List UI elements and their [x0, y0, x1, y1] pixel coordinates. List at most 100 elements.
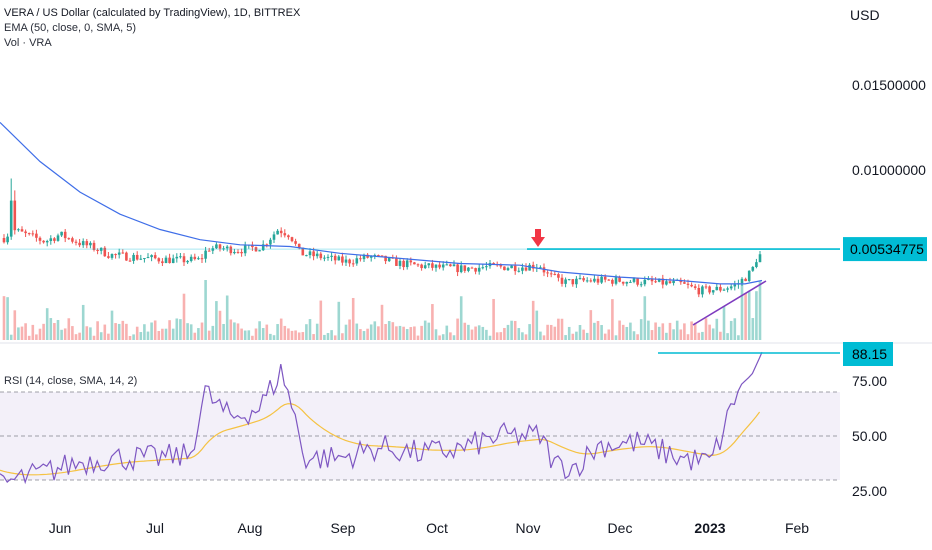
candle-body	[524, 267, 528, 271]
candle-body	[53, 238, 56, 241]
volume-bar	[20, 326, 24, 340]
candle-body	[207, 250, 211, 252]
volume-bar	[672, 329, 675, 340]
candle-body	[668, 281, 672, 284]
candle-body	[521, 267, 524, 271]
time-tick-label: Dec	[608, 520, 633, 536]
candle-body	[189, 256, 193, 261]
candle-body	[132, 254, 135, 261]
volume-bar	[60, 329, 63, 340]
volume-bar	[175, 318, 179, 340]
time-tick-label: Nov	[516, 520, 541, 536]
candle-body	[319, 253, 323, 259]
volume-bar	[218, 310, 222, 340]
candle-body	[193, 256, 197, 260]
volume-bar	[470, 329, 474, 340]
volume-bar	[647, 320, 650, 340]
candle-body	[279, 230, 283, 234]
candle-body	[164, 257, 168, 264]
volume-bar	[204, 280, 207, 340]
volume-bar	[207, 330, 211, 340]
candle-body	[308, 251, 312, 256]
volume-bar	[387, 321, 391, 340]
volume-bar	[729, 320, 733, 340]
volume-bar	[611, 299, 614, 340]
current-price-box	[843, 237, 927, 262]
volume-bar	[27, 335, 31, 340]
volume-bar	[639, 319, 643, 340]
candle-body	[182, 256, 186, 263]
volume-bar	[701, 331, 704, 340]
candle-body	[240, 251, 243, 254]
volume-bar	[582, 329, 585, 340]
candle-body	[351, 263, 355, 265]
volume-bar	[463, 322, 467, 340]
candle-body	[31, 233, 35, 235]
candle-body	[107, 256, 110, 258]
volume-bar	[114, 323, 117, 340]
volume-bar	[74, 334, 78, 340]
volume-bar	[431, 304, 434, 340]
candle-body	[24, 231, 27, 234]
volume-bar	[323, 334, 326, 340]
price-candles	[2, 178, 762, 298]
volume-bar	[312, 334, 315, 340]
arrow-shaft	[535, 229, 541, 238]
volume-bar	[510, 320, 513, 340]
price-tick-label: 0.01500000	[852, 77, 926, 93]
candle-body	[531, 264, 535, 269]
rsi-line	[0, 351, 763, 485]
volume-bar	[485, 329, 488, 340]
volume-bar	[121, 320, 125, 340]
candle-body	[74, 241, 78, 243]
candle-body	[175, 256, 179, 259]
volume-bar	[539, 331, 542, 340]
volume-bar	[693, 322, 697, 340]
chart-title: VERA / US Dollar (calculated by TradingV…	[4, 7, 301, 19]
volume-bar	[632, 331, 636, 340]
candle-body	[697, 287, 701, 295]
candle-body	[85, 241, 89, 246]
candle-body	[215, 244, 218, 249]
candle-body	[636, 278, 639, 285]
candle-body	[341, 256, 344, 263]
candle-body	[513, 265, 517, 272]
volume-bar	[362, 331, 366, 340]
volume-bar	[135, 326, 139, 340]
candle-body	[722, 289, 726, 291]
volume-bar	[222, 323, 225, 340]
candle-body	[726, 288, 729, 290]
candle-body	[733, 284, 737, 287]
volume-bar	[71, 326, 74, 340]
volume-bar	[441, 334, 445, 340]
candle-body	[567, 279, 571, 281]
rsi-value-box	[843, 342, 893, 366]
candle-body	[71, 238, 74, 242]
candle-body	[265, 244, 269, 246]
volume-bar	[17, 327, 20, 340]
candle-body	[758, 254, 762, 263]
candle-body	[589, 280, 593, 282]
volume-bar	[481, 326, 485, 340]
candle-body	[510, 265, 513, 269]
volume-bar	[697, 332, 701, 340]
volume-bar	[35, 334, 38, 340]
volume-bar	[467, 324, 470, 340]
candle-body	[744, 278, 747, 282]
volume-bar	[92, 335, 96, 340]
candle-body	[128, 260, 132, 262]
candle-body	[452, 264, 456, 267]
volume-bar	[416, 335, 420, 340]
volume-bar	[384, 324, 387, 340]
volume-bar	[53, 323, 56, 340]
candle-body	[89, 242, 92, 246]
candle-body	[639, 284, 643, 286]
candle-body	[272, 234, 276, 240]
candle-body	[150, 255, 153, 258]
volume-bar	[333, 335, 337, 340]
volume-bar	[618, 320, 621, 340]
volume-bar	[132, 334, 135, 340]
candle-body	[596, 278, 600, 283]
volume-bar	[283, 325, 287, 340]
